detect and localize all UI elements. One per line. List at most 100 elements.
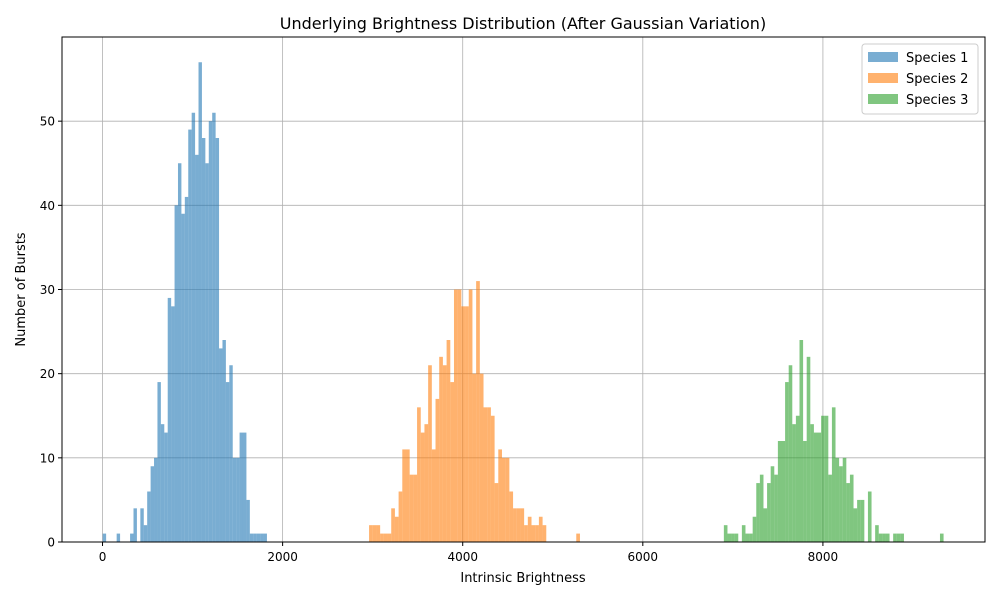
x-tick-label: 0: [99, 550, 107, 564]
histogram-bar-series-3: [849, 474, 854, 542]
histogram-bar-series-3: [842, 457, 847, 542]
histogram-bar-series-3: [731, 533, 735, 542]
histogram-bar-series-2: [509, 491, 514, 542]
histogram-bar-series-2: [387, 533, 392, 542]
histogram-bar-series-3: [839, 466, 843, 542]
histogram-bar-series-3: [875, 525, 879, 542]
histogram-bar-series-3: [734, 533, 739, 542]
histogram-bar-series-3: [785, 382, 789, 542]
histogram-bar-series-1: [260, 533, 264, 542]
histogram-bar-series-1: [184, 196, 189, 542]
histogram-bar-series-1: [167, 297, 172, 542]
histogram-bar-series-3: [741, 525, 746, 542]
histogram-bar-series-2: [498, 449, 502, 542]
histogram-bar-series-1: [236, 457, 240, 542]
histogram-bar-series-2: [461, 306, 466, 542]
histogram-bar-series-3: [799, 340, 804, 542]
histogram-bar-series-3: [893, 533, 897, 542]
histogram-bar-series-3: [781, 441, 786, 542]
histogram-bar-series-1: [263, 533, 267, 542]
histogram-bar-series-1: [191, 112, 196, 542]
histogram-bar-series-3: [810, 424, 814, 542]
histogram-bar-series-2: [494, 483, 499, 542]
histogram-bar-series-2: [453, 289, 458, 542]
histogram-bar-series-2: [383, 533, 388, 542]
histogram-bar-series-3: [828, 474, 832, 542]
histogram-bar-series-2: [398, 491, 403, 542]
histogram-bar-series-2: [435, 398, 440, 542]
histogram-bar-series-2: [409, 474, 414, 542]
histogram-bar-series-2: [527, 516, 532, 542]
legend-label-series-2: Species 2: [906, 72, 968, 87]
histogram-bar-series-1: [157, 382, 161, 542]
histogram-bar-series-1: [256, 533, 261, 542]
histogram-bar-series-1: [181, 213, 185, 542]
histogram-bar-series-2: [520, 508, 525, 542]
histogram-bar-series-1: [205, 163, 209, 542]
histogram-bar-series-2: [542, 525, 547, 542]
histogram-bar-series-1: [229, 365, 233, 542]
histogram-bar-series-1: [188, 129, 192, 543]
histogram-bar-series-2: [513, 508, 517, 542]
histogram-bar-series-1: [174, 205, 178, 543]
histogram-bar-series-3: [831, 407, 836, 542]
histogram-bar-series-1: [253, 533, 257, 542]
y-tick-label: 20: [40, 367, 55, 381]
histogram-bar-series-1: [140, 508, 144, 542]
x-tick-label: 2000: [267, 550, 298, 564]
histogram-bar-series-3: [885, 533, 890, 542]
histogram-bar-series-2: [380, 533, 384, 542]
histogram-bar-series-1: [154, 457, 158, 542]
histogram-bar-series-2: [535, 525, 539, 542]
histogram-bar-series-2: [424, 424, 429, 542]
histogram-bar-series-2: [420, 432, 425, 542]
histogram-bar-series-3: [878, 533, 883, 542]
histogram-bar-series-1: [239, 432, 243, 542]
histogram-bar-series-1: [130, 533, 134, 542]
y-tick-label: 10: [40, 451, 55, 465]
histogram-bar-series-2: [439, 356, 443, 542]
histogram-bar-series-2: [417, 407, 421, 542]
histogram-bar-series-2: [483, 407, 488, 542]
histogram-bar-series-1: [133, 508, 137, 542]
histogram-bar-series-1: [215, 138, 220, 542]
y-tick-label: 30: [40, 283, 55, 297]
histogram-bar-series-2: [490, 415, 495, 542]
y-axis-label: Number of Bursts: [14, 232, 29, 346]
histogram-bar-series-3: [860, 499, 865, 542]
histogram-bar-series-3: [896, 533, 901, 542]
histogram-bar-series-2: [457, 289, 462, 542]
histogram-bar-series-1: [143, 525, 148, 542]
legend-label-series-1: Species 1: [906, 51, 968, 66]
histogram-bar-series-3: [774, 474, 778, 542]
histogram-bar-series-3: [835, 457, 840, 542]
chart-title: Underlying Brightness Distribution (Afte…: [280, 14, 766, 33]
histogram-bar-series-3: [857, 499, 861, 542]
bars-layer: [102, 62, 944, 543]
histogram-bar-series-3: [767, 483, 771, 542]
histogram-bar-series-1: [164, 432, 168, 542]
histogram-bar-series-3: [763, 508, 768, 542]
ticks-layer: 0 2000 4000 6000 8000 0 10 20 30 40 50: [40, 115, 838, 564]
histogram-bar-series-3: [745, 533, 750, 542]
histogram-bar-series-3: [759, 474, 764, 542]
histogram-bar-series-2: [428, 365, 432, 542]
histogram-bar-series-2: [538, 516, 543, 542]
histogram-bar-series-3: [939, 533, 944, 542]
histogram-bar-series-1: [147, 491, 151, 542]
x-axis-label: Intrinsic Brightness: [460, 571, 586, 586]
histogram-bar-series-1: [198, 62, 202, 542]
histogram-bar-series-1: [242, 432, 247, 542]
histogram-bar-series-3: [792, 424, 796, 542]
histogram-bar-series-3: [853, 508, 858, 542]
histogram-bar-series-2: [524, 525, 528, 542]
histogram-bar-series-3: [749, 533, 753, 542]
x-tick-label: 4000: [447, 550, 478, 564]
histogram-bar-series-3: [846, 483, 850, 542]
histogram-bar-series-3: [867, 491, 872, 542]
y-tick-label: 40: [40, 199, 55, 213]
histogram-bar-series-2: [505, 457, 510, 542]
legend-swatch-series-3: [868, 94, 898, 104]
legend-swatch-series-1: [868, 52, 898, 62]
